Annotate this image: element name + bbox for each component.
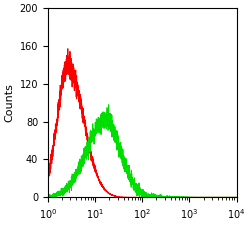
Y-axis label: Counts: Counts xyxy=(4,83,14,122)
